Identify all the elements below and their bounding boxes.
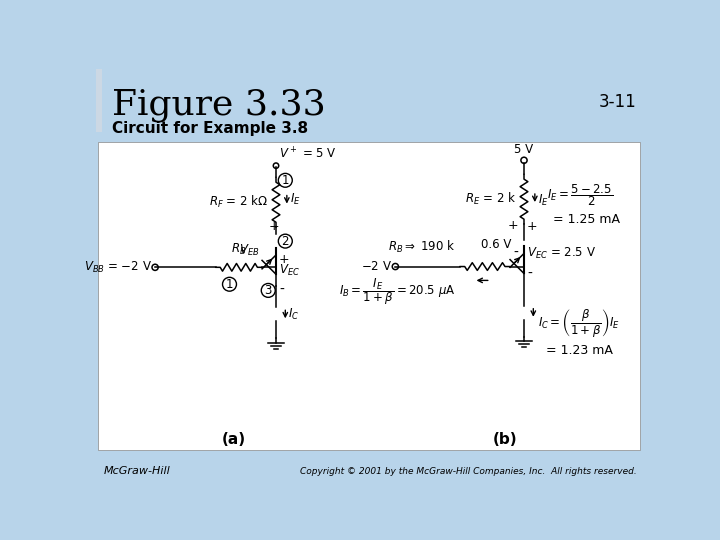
- Text: $V^+$ = 5 V: $V^+$ = 5 V: [279, 146, 337, 162]
- Text: Figure 3.33: Figure 3.33: [112, 88, 325, 122]
- Text: $V_{EC}$: $V_{EC}$: [279, 262, 300, 278]
- Text: +: +: [279, 253, 289, 266]
- Text: 3-11: 3-11: [598, 93, 636, 111]
- Text: -: -: [279, 283, 284, 296]
- Text: (b): (b): [492, 431, 517, 447]
- Text: +: +: [269, 220, 279, 233]
- Text: $R_B$: $R_B$: [231, 241, 246, 256]
- Text: $V_{EC}$ = 2.5 V: $V_{EC}$ = 2.5 V: [527, 246, 596, 261]
- Text: (a): (a): [221, 431, 246, 447]
- Text: $I_E$: $I_E$: [290, 192, 301, 207]
- Text: $-$2 V: $-$2 V: [361, 260, 392, 273]
- Text: 5 V: 5 V: [514, 143, 534, 156]
- Text: 1: 1: [226, 278, 233, 291]
- Text: 1: 1: [282, 174, 289, 187]
- Text: $R_F$ = 2 k$\Omega$: $R_F$ = 2 k$\Omega$: [209, 194, 269, 210]
- Text: -: -: [527, 267, 532, 281]
- Text: +: +: [527, 220, 538, 233]
- Text: $I_E$: $I_E$: [538, 193, 549, 208]
- Text: $I_E = \dfrac{5-2.5}{2}$: $I_E = \dfrac{5-2.5}{2}$: [547, 182, 613, 207]
- Text: $I_B = \dfrac{I_E}{1+\beta} = 20.5\ \mu$A: $I_B = \dfrac{I_E}{1+\beta} = 20.5\ \mu$…: [339, 276, 456, 307]
- Text: $I_C = \left(\dfrac{\beta}{1+\beta}\right) I_E$: $I_C = \left(\dfrac{\beta}{1+\beta}\righ…: [538, 307, 620, 339]
- Text: $V_{EB}$: $V_{EB}$: [238, 242, 259, 258]
- Text: 2: 2: [282, 234, 289, 248]
- Text: $R_E$ = 2 k: $R_E$ = 2 k: [465, 191, 516, 207]
- Text: Copyright © 2001 by the McGraw-Hill Companies, Inc.  All rights reserved.: Copyright © 2001 by the McGraw-Hill Comp…: [300, 467, 636, 476]
- Text: $I_C$: $I_C$: [289, 307, 300, 322]
- Text: -: -: [513, 246, 518, 260]
- FancyBboxPatch shape: [98, 142, 640, 450]
- Text: = 1.23 mA: = 1.23 mA: [546, 345, 613, 357]
- Text: $V_{BB}$ = $-$2 V: $V_{BB}$ = $-$2 V: [84, 260, 152, 275]
- Text: Circuit for Example 3.8: Circuit for Example 3.8: [112, 121, 308, 136]
- Text: = 1.25 mA: = 1.25 mA: [554, 213, 621, 226]
- Text: $R_B \Rightarrow$ 190 k: $R_B \Rightarrow$ 190 k: [389, 239, 456, 255]
- Text: McGraw-Hill: McGraw-Hill: [104, 467, 171, 476]
- FancyBboxPatch shape: [96, 69, 102, 132]
- Text: 0.6 V: 0.6 V: [481, 238, 512, 251]
- Text: +: +: [507, 219, 518, 232]
- Text: 3: 3: [264, 284, 272, 297]
